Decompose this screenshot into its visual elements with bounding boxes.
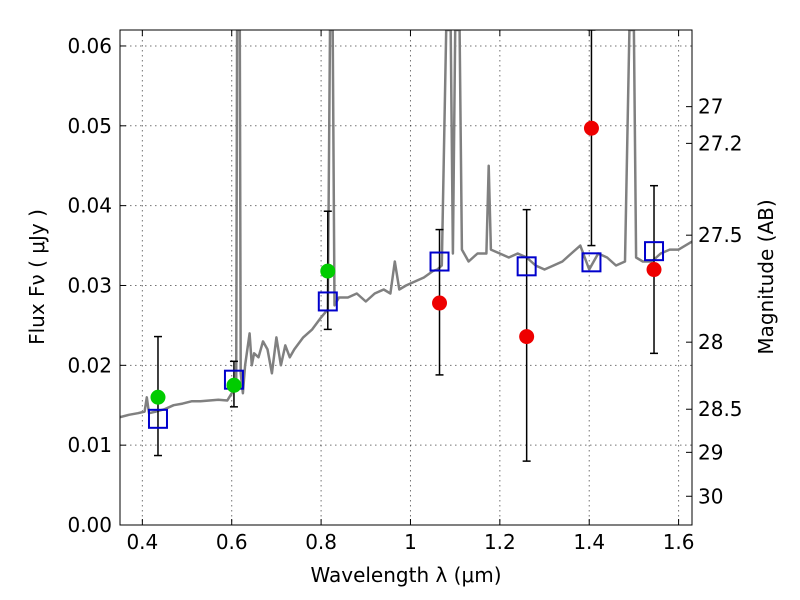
synthetic-flux-square bbox=[147, 408, 168, 429]
axis-ticks: 0.4 0.6 0.8 1 1.2 1.4 1.6 0.00 0.01 0.02 0.03 0.04 0… bbox=[67, 30, 743, 554]
y-tick-label: 0.05 bbox=[67, 114, 112, 138]
observed-flux-point-red bbox=[432, 295, 448, 311]
y-tick-label: 0.04 bbox=[67, 194, 112, 218]
right-tick-label: 29 bbox=[698, 440, 723, 464]
x-tick-label: 1 bbox=[404, 530, 417, 554]
right-tick-label: 27.2 bbox=[698, 131, 743, 155]
x-tick-label: 1.4 bbox=[573, 530, 605, 554]
observed-flux-point-red bbox=[583, 120, 599, 136]
right-axis-title: Magnitude (AB) bbox=[754, 199, 778, 354]
x-tick-label: 0.8 bbox=[305, 530, 337, 554]
observed-flux-point-green bbox=[320, 263, 336, 279]
plot-area bbox=[120, 30, 692, 419]
synthetic-flux-square bbox=[429, 251, 450, 272]
synthetic-flux-square bbox=[644, 241, 665, 262]
synthetic-flux-square bbox=[317, 291, 338, 312]
right-tick-label: 27 bbox=[698, 95, 723, 119]
grid-lines bbox=[120, 30, 692, 525]
y-tick-label: 0.03 bbox=[67, 273, 112, 297]
x-axis-title: Wavelength λ (μm) bbox=[310, 563, 501, 587]
y-tick-label: 0.01 bbox=[67, 433, 112, 457]
x-tick-label: 1.6 bbox=[663, 530, 695, 554]
synthetic-flux-square bbox=[516, 256, 537, 277]
y-tick-label: 0.06 bbox=[67, 34, 112, 58]
right-tick-label: 28 bbox=[698, 330, 723, 354]
y-tick-label: 0.02 bbox=[67, 353, 112, 377]
observed-flux-point-green bbox=[226, 377, 242, 393]
right-tick-label: 27.5 bbox=[698, 223, 743, 247]
y-tick-label: 0.00 bbox=[67, 513, 112, 537]
observed-flux-point-red bbox=[519, 329, 535, 345]
observed-flux-point-red bbox=[646, 262, 662, 278]
right-tick-label: 30 bbox=[698, 484, 723, 508]
model-spectrum-line bbox=[120, 30, 692, 419]
right-tick-label: 28.5 bbox=[698, 397, 743, 421]
x-tick-label: 0.4 bbox=[126, 530, 158, 554]
x-tick-label: 0.6 bbox=[216, 530, 248, 554]
synthetic-flux-square bbox=[581, 252, 602, 273]
x-tick-label: 1.2 bbox=[484, 530, 516, 554]
plot-frame bbox=[119, 29, 693, 526]
observed-flux-point-green bbox=[150, 389, 166, 405]
y-axis-title: Flux Fν ( μJy ) bbox=[25, 209, 49, 345]
marker-layer bbox=[147, 30, 665, 462]
